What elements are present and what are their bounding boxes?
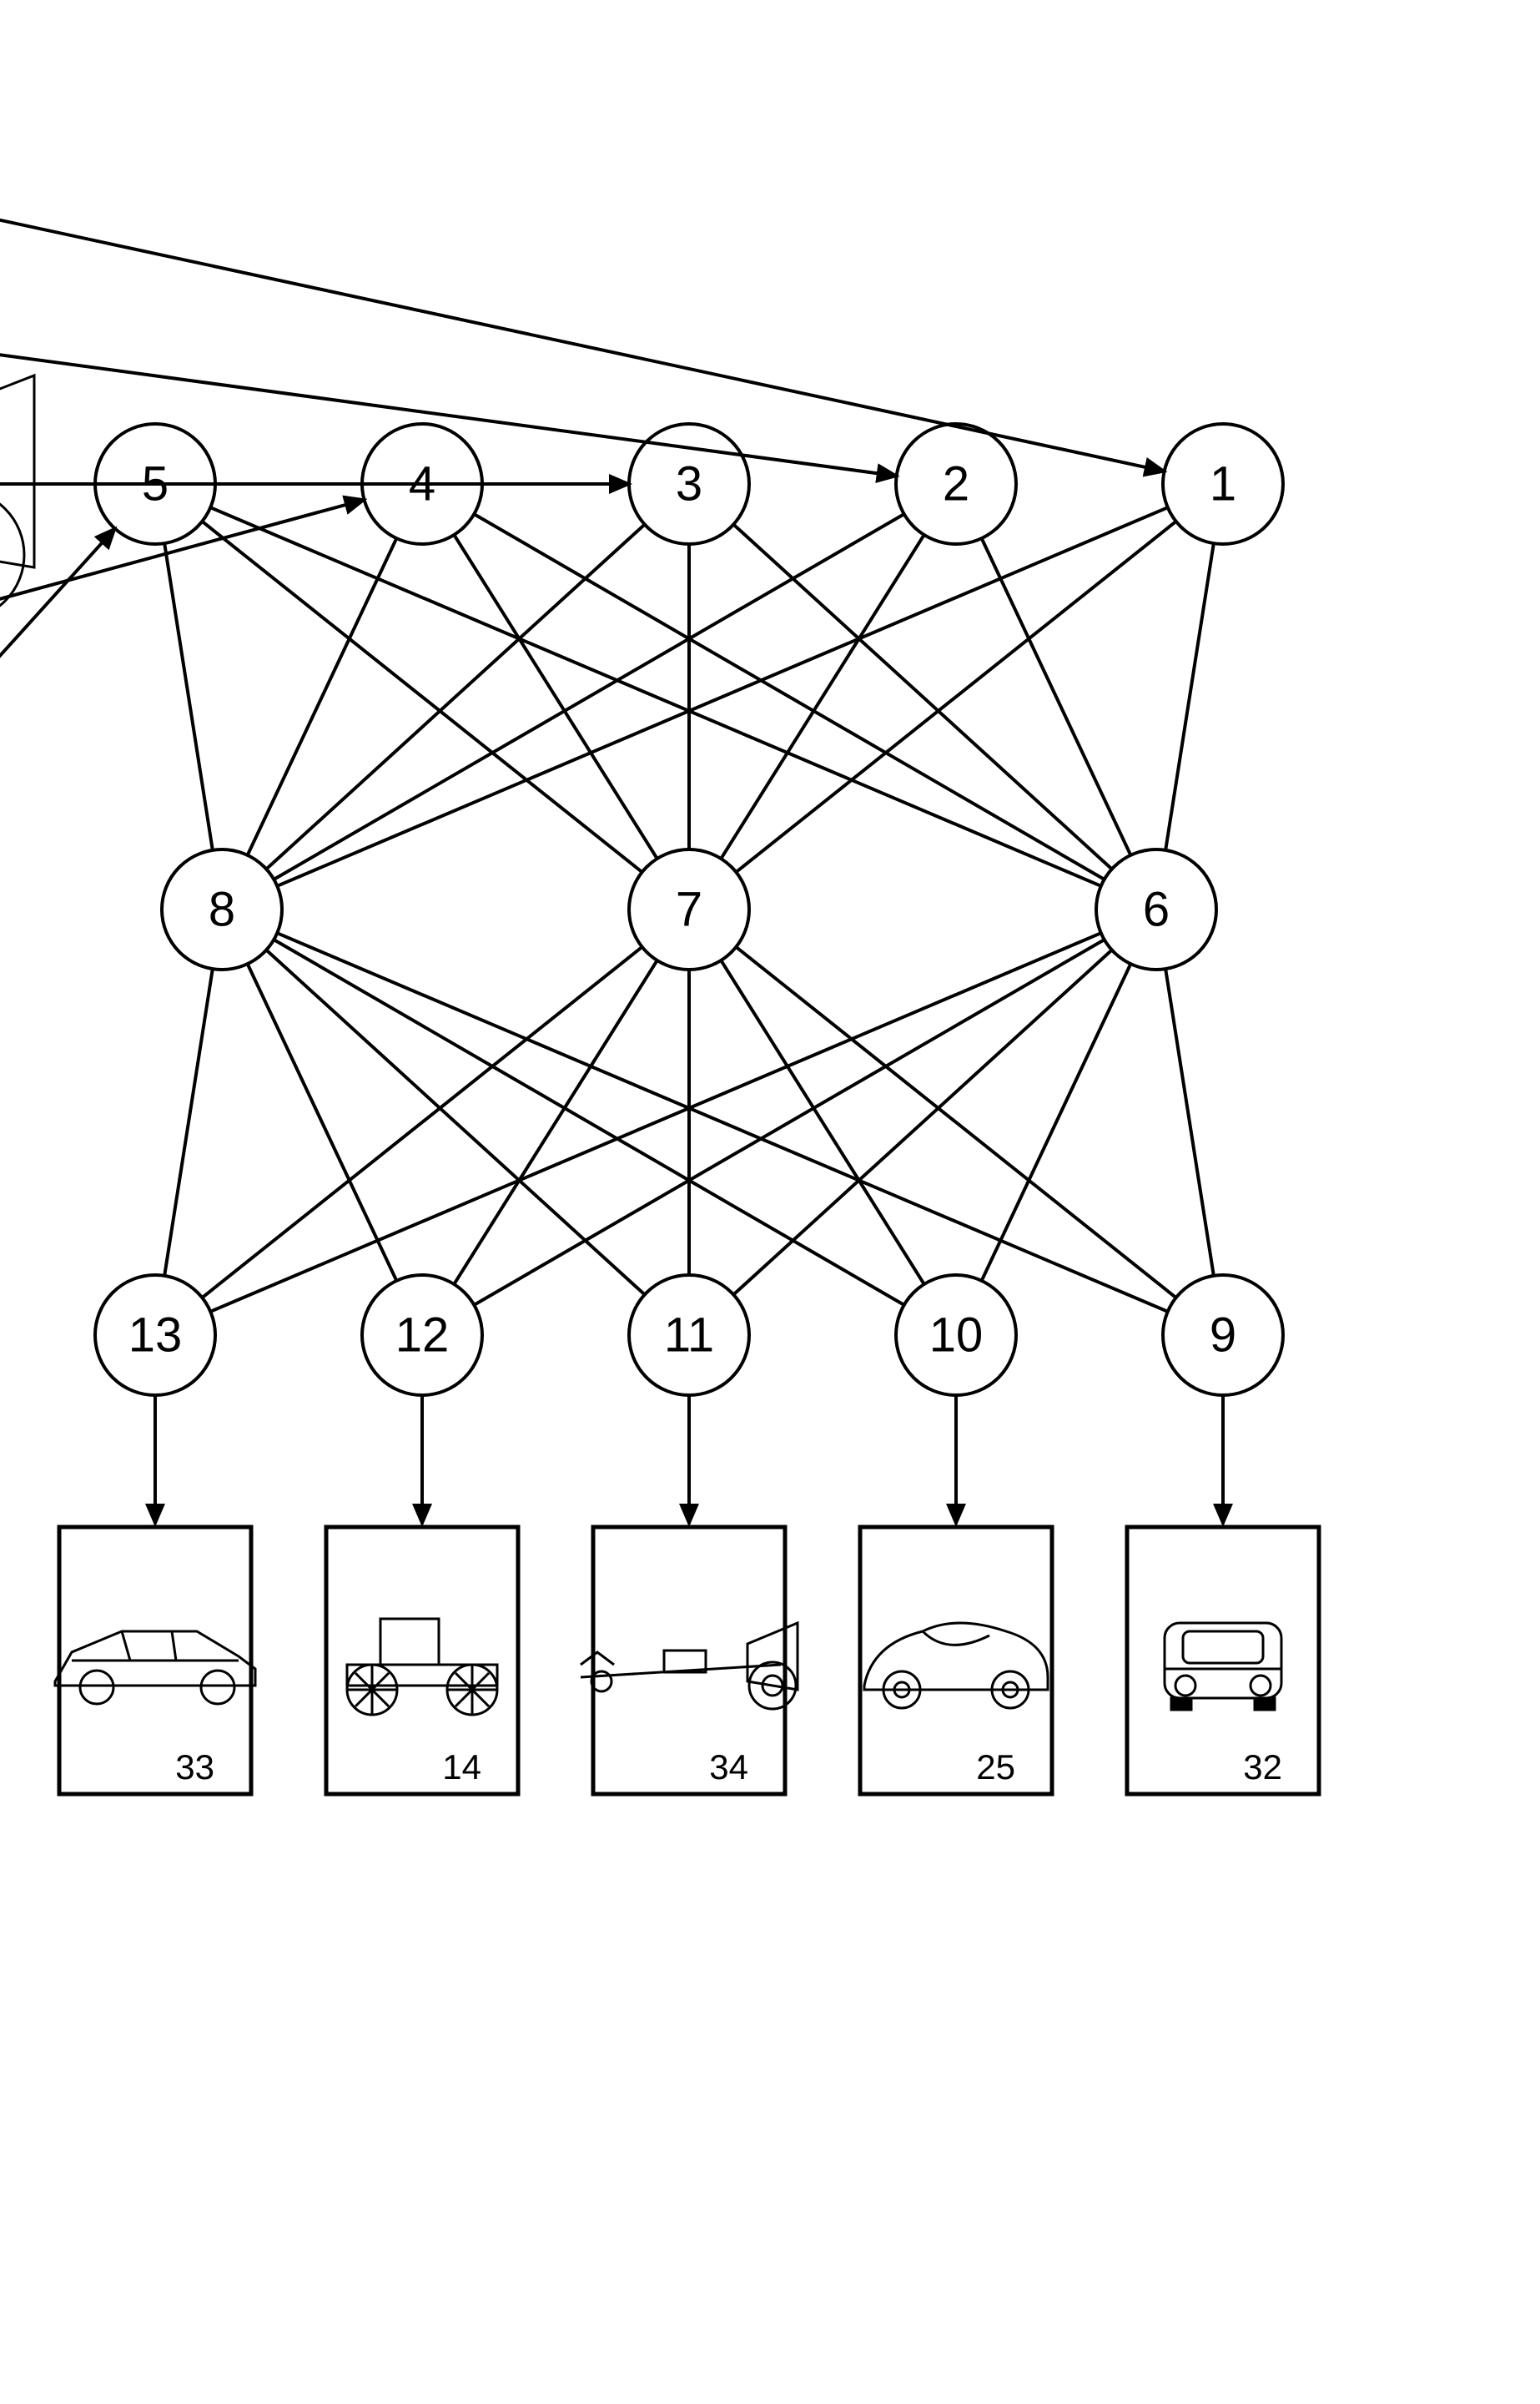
output-box-10: 25 xyxy=(860,1395,1052,1794)
node-label: 9 xyxy=(1210,1308,1236,1363)
edge xyxy=(164,969,213,1276)
node-13: 13 xyxy=(95,1275,215,1395)
output-box-label: 34 xyxy=(709,1747,748,1787)
node-label: 3 xyxy=(676,457,702,512)
node-label: 10 xyxy=(929,1308,984,1363)
edge xyxy=(982,964,1131,1281)
output-box-label: 33 xyxy=(175,1747,214,1787)
node-label: 6 xyxy=(1143,883,1170,937)
node-label: 8 xyxy=(209,883,235,937)
edge xyxy=(454,535,657,859)
input-vehicle-icon xyxy=(0,375,34,620)
output-box-label: 14 xyxy=(442,1747,481,1787)
edge xyxy=(454,960,657,1284)
node-label: 11 xyxy=(664,1308,714,1363)
edge xyxy=(274,514,903,879)
node-12: 12 xyxy=(362,1275,482,1395)
edge xyxy=(164,543,213,850)
node-label: 1 xyxy=(1210,457,1236,512)
output-box-11: 34 xyxy=(581,1395,798,1794)
node-7: 7 xyxy=(629,849,749,970)
edge xyxy=(248,538,397,855)
output-box-13: 33 xyxy=(55,1395,255,1794)
node-9: 9 xyxy=(1163,1275,1283,1395)
node-label: 2 xyxy=(943,457,969,512)
node-1: 1 xyxy=(1163,424,1283,544)
node-11: 11 xyxy=(629,1275,749,1395)
edge xyxy=(474,940,1104,1305)
node-label: 13 xyxy=(128,1308,183,1363)
edge xyxy=(474,514,1104,879)
edge xyxy=(277,933,1167,1312)
node-label: 12 xyxy=(395,1308,450,1363)
node-label: 7 xyxy=(676,883,702,937)
node-8: 8 xyxy=(162,849,282,970)
node-10: 10 xyxy=(896,1275,1016,1395)
output-boxes: 32 25 34 14 33 xyxy=(55,1395,1319,1794)
edge xyxy=(982,538,1131,855)
output-box-12: 14 xyxy=(326,1395,518,1794)
edge xyxy=(210,507,1100,886)
edge xyxy=(277,507,1167,886)
edge xyxy=(721,960,923,1284)
edge xyxy=(210,933,1100,1312)
output-box-9: 32 xyxy=(1127,1395,1319,1794)
edge xyxy=(721,535,923,859)
node-2: 2 xyxy=(896,424,1016,544)
figure-root: 12345678910111213343225341433Fig.1PRIOR … xyxy=(0,75,1319,1794)
edge xyxy=(1165,543,1214,850)
node-6: 6 xyxy=(1096,849,1216,970)
edge xyxy=(274,940,903,1305)
edge xyxy=(248,964,397,1281)
edge xyxy=(1165,969,1214,1276)
output-box-label: 32 xyxy=(1243,1747,1282,1787)
output-box-label: 25 xyxy=(976,1747,1015,1787)
